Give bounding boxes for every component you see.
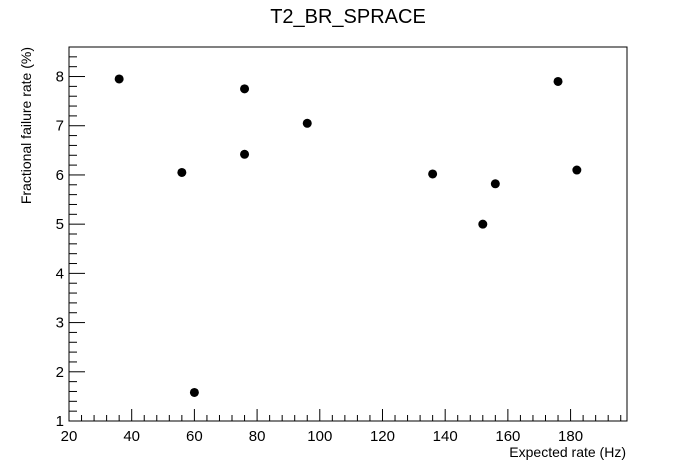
data-point (572, 165, 582, 175)
x-tick-label: 140 (433, 428, 458, 445)
plot-frame (68, 46, 628, 422)
x-tick-label: 100 (307, 428, 332, 445)
y-tick-label: 6 (56, 167, 64, 184)
y-tick-label: 7 (56, 118, 64, 135)
x-tick-label: 180 (558, 428, 583, 445)
x-axis-label: Expected rate (Hz) (509, 444, 626, 460)
data-point (240, 84, 250, 94)
x-tick-label: 80 (249, 428, 266, 445)
data-point (114, 74, 124, 84)
axes: 20 40 60 80 100 120 140 160 180 1 2 3 4 5 6 7 8 (56, 46, 628, 445)
data-point (553, 76, 563, 86)
data-point (189, 387, 199, 397)
y-tick-label: 3 (56, 315, 64, 332)
y-tick-label: 8 (56, 69, 64, 86)
chart-title: T2_BR_SPRACE (270, 6, 426, 28)
data-point (478, 219, 488, 229)
x-tick-label: 120 (370, 428, 395, 445)
data-points (114, 74, 582, 397)
y-tick-label: 4 (56, 265, 64, 282)
y-axis-label: Fractional failure rate (%) (18, 47, 34, 204)
x-tick-label: 60 (186, 428, 203, 445)
y-tick-label: 1 (56, 413, 64, 430)
x-tick-label: 40 (123, 428, 140, 445)
y-tick-label: 2 (56, 364, 64, 381)
data-point (428, 169, 438, 179)
x-tick-label: 160 (495, 428, 520, 445)
data-point (302, 118, 312, 128)
data-point (490, 179, 500, 189)
x-tick-label: 20 (61, 428, 78, 445)
data-point (177, 167, 187, 177)
y-tick-label: 5 (56, 216, 64, 233)
data-point (240, 149, 250, 159)
